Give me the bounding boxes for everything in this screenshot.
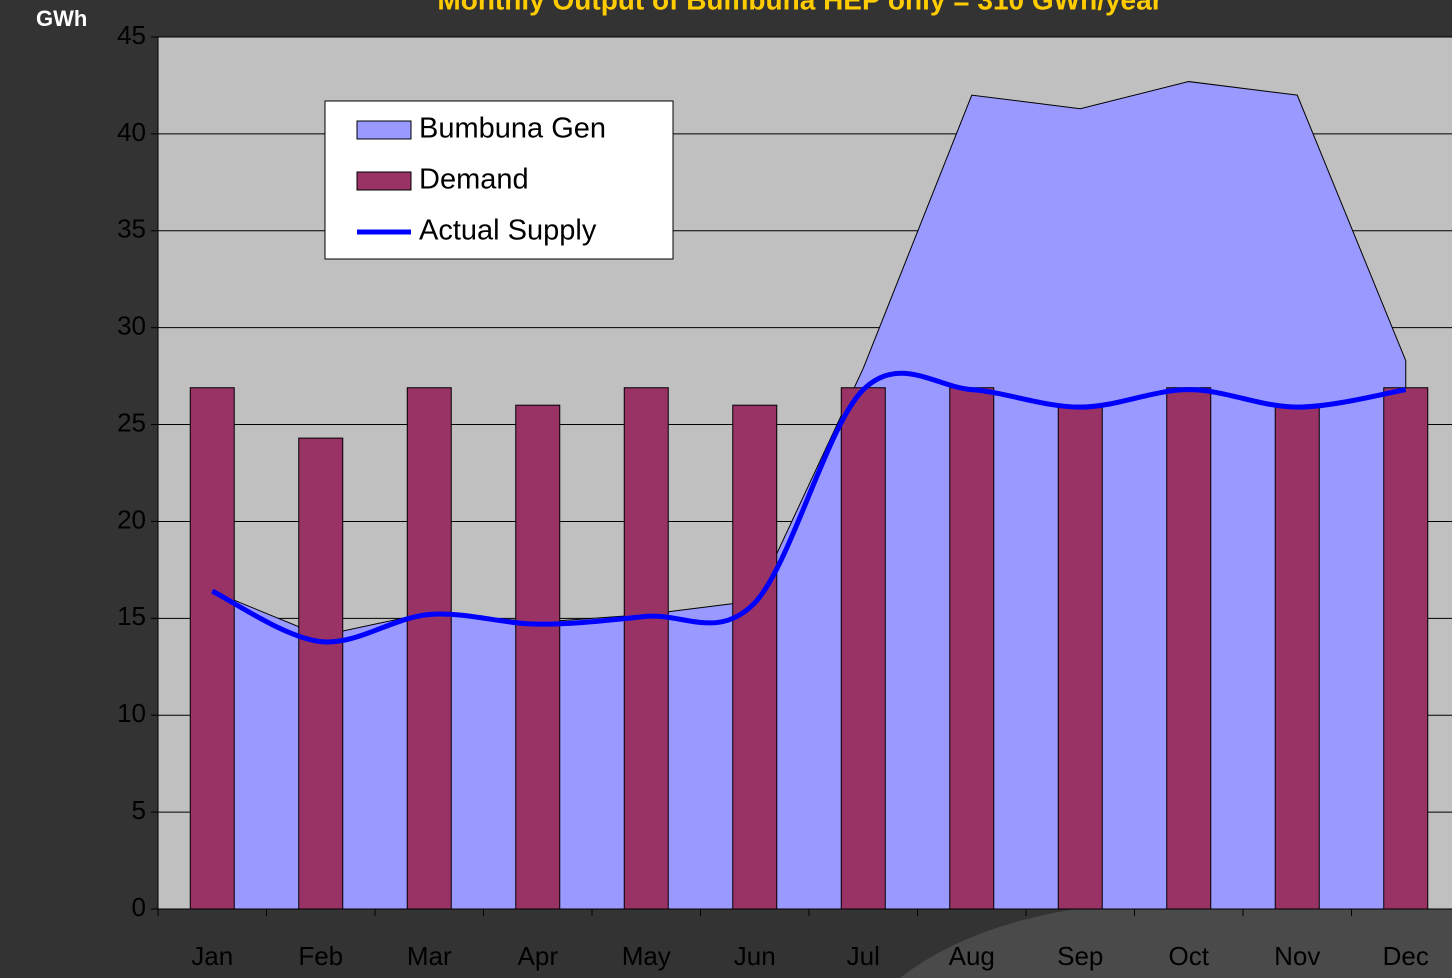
- y-tick-label: 20: [117, 504, 146, 534]
- y-tick-label: 5: [132, 795, 146, 825]
- y-tick-label: 15: [117, 601, 146, 631]
- bar: [949, 387, 995, 910]
- y-tick-label: 30: [117, 311, 146, 341]
- x-tick-label: May: [622, 941, 671, 971]
- x-tick-label: Oct: [1169, 941, 1210, 971]
- x-tick-label: Aug: [949, 941, 995, 971]
- bar: [189, 387, 235, 910]
- chart-title: Monthly Output of Bumbuna HEP only = 310…: [437, 0, 1162, 15]
- y-tick-label: 25: [117, 407, 146, 437]
- y-tick-label: 0: [132, 892, 146, 922]
- x-tick-label: Feb: [298, 941, 343, 971]
- y-tick-label: 40: [117, 117, 146, 147]
- legend-label: Actual Supply: [419, 215, 597, 247]
- bar: [1166, 387, 1212, 910]
- legend-swatch: [356, 120, 412, 140]
- x-tick-label: Nov: [1274, 941, 1320, 971]
- x-tick-label: Jul: [847, 941, 880, 971]
- bar: [840, 387, 886, 910]
- line: [211, 370, 1407, 645]
- y-tick-label: 10: [117, 698, 146, 728]
- bar: [1383, 387, 1429, 910]
- bar: [298, 437, 344, 910]
- legend-swatch: [356, 171, 412, 191]
- background-swoosh: [900, 900, 1452, 978]
- legend-label: Bumbuna Gen: [419, 113, 606, 145]
- y-tick-label: 45: [117, 20, 146, 50]
- y-tick-label: 35: [117, 214, 146, 244]
- x-tick-label: Sep: [1057, 941, 1103, 971]
- bar: [406, 387, 452, 910]
- x-tick-label: Mar: [407, 941, 452, 971]
- bar: [1274, 404, 1320, 910]
- bar: [515, 404, 561, 910]
- bar: [1057, 404, 1103, 910]
- y-axis-label: GWh: [36, 6, 87, 31]
- x-tick-label: Jan: [191, 941, 233, 971]
- x-tick-label: Jun: [734, 941, 776, 971]
- x-tick-label: Dec: [1383, 941, 1429, 971]
- x-tick-label: Apr: [518, 941, 559, 971]
- legend-label: Demand: [419, 164, 529, 196]
- bar: [732, 404, 778, 910]
- bar: [623, 387, 669, 910]
